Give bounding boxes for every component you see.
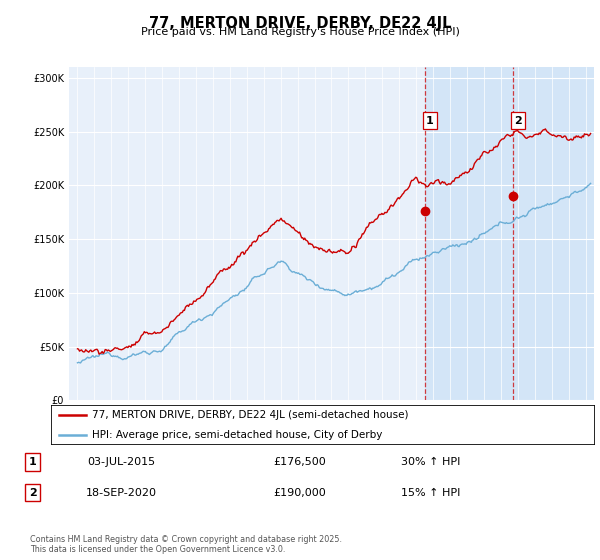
Text: 18-SEP-2020: 18-SEP-2020 (86, 488, 157, 498)
Text: 1: 1 (426, 115, 434, 125)
Bar (425, 67, 594, 400)
Text: 03-JUL-2015: 03-JUL-2015 (88, 457, 156, 467)
Text: 15% ↑ HPI: 15% ↑ HPI (401, 488, 460, 498)
Text: 30% ↑ HPI: 30% ↑ HPI (401, 457, 460, 467)
Text: 1: 1 (29, 457, 37, 467)
Text: Price paid vs. HM Land Registry's House Price Index (HPI): Price paid vs. HM Land Registry's House … (140, 27, 460, 37)
Text: 77, MERTON DRIVE, DERBY, DE22 4JL: 77, MERTON DRIVE, DERBY, DE22 4JL (149, 16, 451, 31)
Text: HPI: Average price, semi-detached house, City of Derby: HPI: Average price, semi-detached house,… (92, 431, 382, 441)
Text: Contains HM Land Registry data © Crown copyright and database right 2025.
This d: Contains HM Land Registry data © Crown c… (30, 535, 342, 554)
Text: 2: 2 (29, 488, 37, 498)
Text: £176,500: £176,500 (274, 457, 326, 467)
Text: £190,000: £190,000 (274, 488, 326, 498)
Text: 77, MERTON DRIVE, DERBY, DE22 4JL (semi-detached house): 77, MERTON DRIVE, DERBY, DE22 4JL (semi-… (92, 410, 408, 421)
Text: 2: 2 (514, 115, 522, 125)
